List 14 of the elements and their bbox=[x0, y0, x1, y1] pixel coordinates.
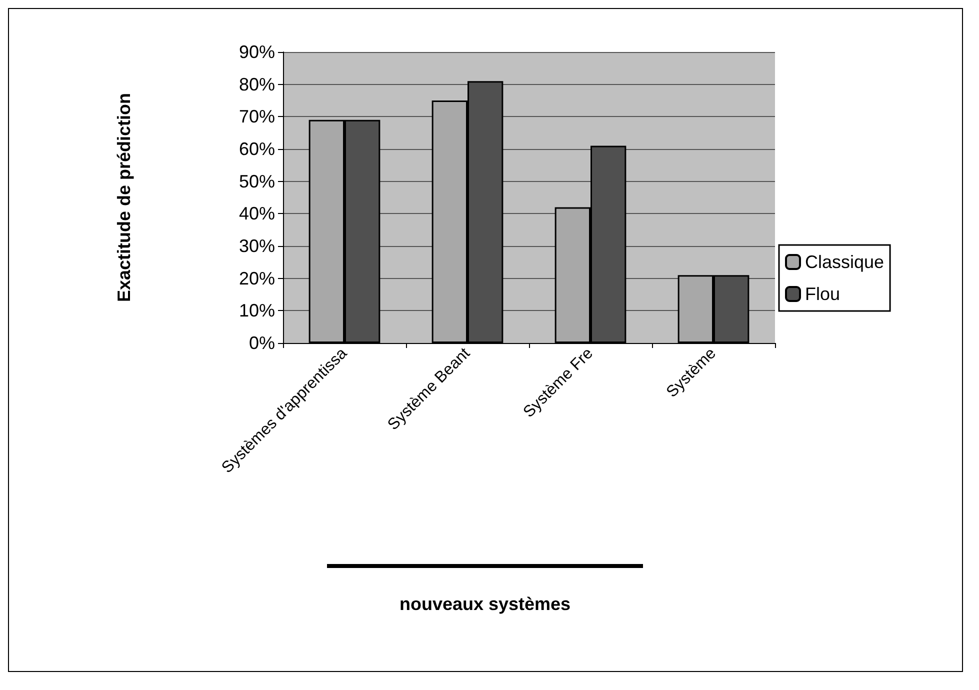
y-tick-label: 90% bbox=[238, 42, 275, 62]
y-axis-title: Exactitude de prédiction bbox=[114, 92, 134, 302]
y-tick-label: 60% bbox=[238, 139, 275, 159]
y-tick-label: 30% bbox=[238, 236, 275, 256]
y-tick-label: 10% bbox=[238, 300, 275, 321]
text: nouveaux systèmes bbox=[398, 594, 572, 615]
y-tick-label: 80% bbox=[238, 74, 275, 94]
legend-label: Flou bbox=[805, 284, 840, 304]
y-tick-label: 20% bbox=[238, 268, 275, 288]
y-tick-label: 0% bbox=[248, 333, 275, 353]
legend-label: Classique bbox=[805, 252, 884, 272]
y-tick-label: 70% bbox=[238, 106, 275, 127]
y-tick-label: 40% bbox=[238, 204, 275, 224]
y-tick-label: 50% bbox=[238, 171, 275, 192]
